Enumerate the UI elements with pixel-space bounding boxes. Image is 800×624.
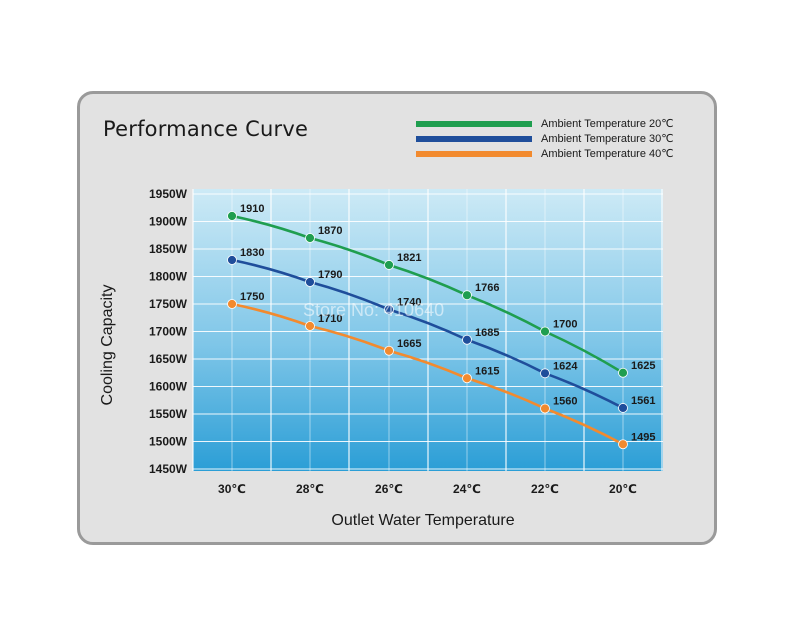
data-point (305, 321, 315, 331)
data-label: 1495 (631, 431, 655, 443)
x-tick-label: 26℃ (375, 482, 403, 496)
data-point (305, 233, 315, 243)
y-tick-label: 1750W (149, 297, 188, 311)
y-tick-label: 1650W (149, 352, 188, 366)
y-tick-label: 1850W (149, 242, 188, 256)
data-point (305, 277, 315, 287)
y-tick-label: 1950W (149, 187, 188, 201)
x-axis-title: Outlet Water Temperature (331, 512, 514, 529)
data-label: 1740 (397, 297, 421, 309)
data-point (384, 304, 394, 315)
data-label: 1624 (553, 360, 578, 372)
data-label: 1625 (631, 360, 655, 372)
data-point (618, 367, 628, 378)
data-point (462, 334, 472, 345)
data-point (227, 255, 237, 265)
x-tick-label: 30℃ (218, 482, 246, 496)
y-tick-label: 1500W (149, 435, 188, 449)
legend-swatch-40 (416, 151, 532, 157)
data-label: 1750 (240, 291, 264, 303)
series-1: 1830 1790 1740 1685 1624 1561 (227, 247, 655, 413)
data-point (540, 368, 550, 379)
legend-item-30: Ambient Temperature 30℃ (416, 132, 706, 146)
series-line (230, 302, 625, 446)
data-label: 1615 (475, 365, 499, 377)
axes: 1950W 1900W 1850W 1800W 1750W 1700W 1650W 1600W… (149, 187, 637, 496)
series-0: 1910 1870 1821 1766 1700 1625 (227, 203, 655, 378)
data-point (540, 326, 550, 337)
legend-swatch-20 (416, 121, 532, 127)
series: 1910 1870 1821 1766 1700 1625 1830 1790 1740 1685… (227, 203, 655, 450)
data-point (227, 211, 237, 221)
data-point (618, 403, 628, 413)
data-label: 1710 (318, 313, 342, 325)
legend-swatch-30 (416, 136, 532, 142)
data-label: 1830 (240, 247, 264, 259)
legend-label-30: Ambient Temperature 30℃ (541, 133, 674, 145)
x-tick-label: 28℃ (296, 482, 324, 496)
data-point (227, 299, 237, 309)
data-label: 1870 (318, 225, 342, 237)
series-2: 1750 1710 1665 1615 1560 1495 (227, 291, 655, 450)
data-label: 1790 (318, 269, 342, 281)
data-point (462, 290, 472, 301)
data-label: 1685 (475, 327, 499, 339)
data-label: 1821 (397, 252, 421, 264)
chart-title: Performance Curve (103, 117, 309, 141)
data-point (462, 373, 472, 384)
y-axis-title: Cooling Capacity (99, 285, 116, 406)
data-point (384, 260, 394, 270)
y-tick-label: 1800W (149, 270, 188, 284)
data-label: 1910 (240, 203, 264, 215)
y-tick-label: 1550W (149, 407, 188, 421)
series-line (230, 214, 625, 375)
data-point (384, 345, 394, 356)
watermark: Store No: 410640 (303, 300, 445, 320)
x-tick-label: 24℃ (453, 482, 481, 496)
legend-item-20: Ambient Temperature 20℃ (416, 117, 706, 131)
x-tick-label: 22℃ (531, 482, 559, 496)
y-tick-label: 1700W (149, 325, 188, 339)
data-point (618, 439, 628, 450)
data-label: 1665 (397, 338, 421, 350)
x-tick-label: 20℃ (609, 482, 637, 496)
data-label: 1700 (553, 319, 577, 331)
y-tick-label: 1600W (149, 380, 188, 394)
y-tick-label: 1450W (149, 462, 188, 476)
data-label: 1560 (553, 396, 577, 408)
legend-label-20: Ambient Temperature 20℃ (541, 118, 674, 130)
data-point (540, 403, 550, 414)
legend-item-40: Ambient Temperature 40℃ (416, 147, 706, 161)
data-label: 1561 (631, 395, 655, 407)
data-label: 1766 (475, 282, 499, 294)
legend-label-40: Ambient Temperature 40℃ (541, 148, 674, 160)
y-tick-label: 1900W (149, 215, 188, 229)
series-line (230, 258, 625, 410)
